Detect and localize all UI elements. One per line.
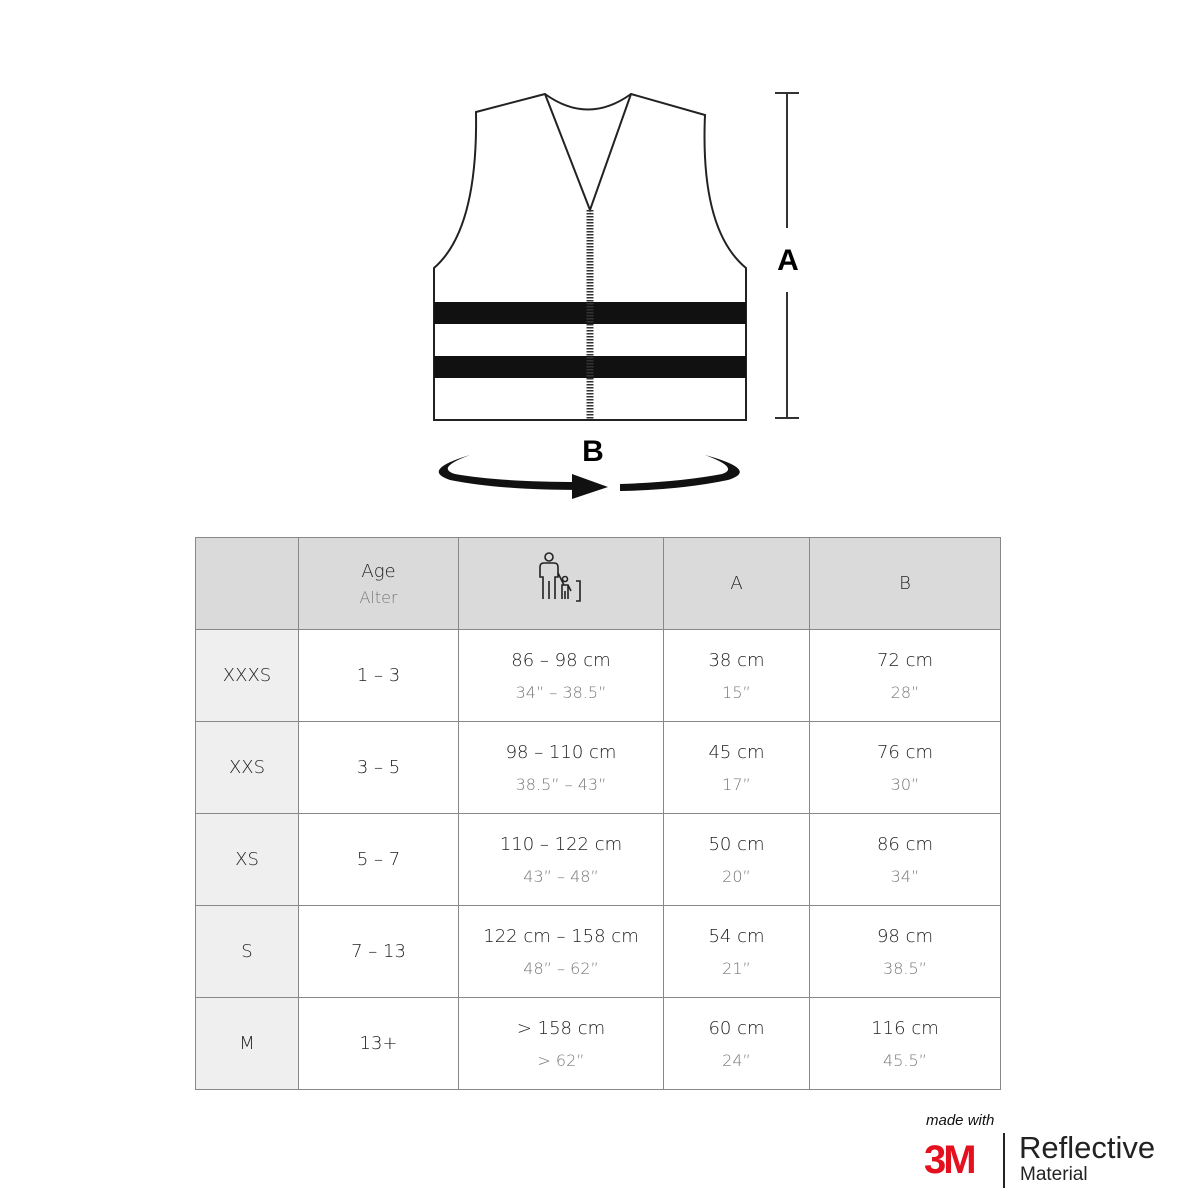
parent-child-height-icon bbox=[539, 552, 581, 602]
height-inches: 48” – 62” bbox=[523, 958, 599, 978]
a-cell: 60 cm 24” bbox=[663, 997, 810, 1090]
header-a: A bbox=[663, 537, 810, 630]
a-cm: 50 cm bbox=[708, 833, 765, 855]
header-height bbox=[458, 537, 664, 630]
a-cm: 45 cm bbox=[708, 741, 765, 763]
3m-brand-mark: 3M bbox=[924, 1138, 977, 1182]
age-cell: 5 – 7 bbox=[298, 813, 459, 906]
size-cell: XXS bbox=[195, 721, 299, 814]
size-cell: M bbox=[195, 997, 299, 1090]
height-cell: 86 – 98 cm 34” – 38.5” bbox=[458, 629, 664, 722]
header-age-sub: Alter bbox=[359, 587, 398, 607]
a-cm: 38 cm bbox=[708, 649, 765, 671]
a-inches: 17” bbox=[722, 774, 751, 794]
a-cell: 45 cm 17” bbox=[663, 721, 810, 814]
size-table: Age Alter A B XXXS 1 – 3 86 – 98 cm 34” – 38… bbox=[195, 537, 1001, 1090]
a-cell: 38 cm 15” bbox=[663, 629, 810, 722]
material-text: Material bbox=[1020, 1164, 1088, 1185]
height-inches: 34” – 38.5” bbox=[515, 682, 607, 702]
3m-reflective-logo: made with 3M Reflective Material bbox=[920, 1108, 1180, 1193]
b-cm: 76 cm bbox=[876, 741, 934, 763]
height-cell: 110 – 122 cm 43” – 48” bbox=[458, 813, 664, 906]
height-inches: > 62” bbox=[537, 1050, 585, 1070]
b-cell: 116 cm 45.5” bbox=[809, 997, 1001, 1090]
header-age-label: Age bbox=[361, 560, 396, 582]
circumference-arrow-icon bbox=[438, 455, 740, 499]
height-cm: 86 – 98 cm bbox=[511, 649, 611, 671]
b-cm: 98 cm bbox=[876, 925, 934, 947]
dimension-a-line bbox=[775, 92, 799, 419]
a-cm: 54 cm bbox=[708, 925, 765, 947]
b-cell: 76 cm 30” bbox=[809, 721, 1001, 814]
a-inches: 21” bbox=[722, 958, 751, 978]
table-row: M 13+ > 158 cm > 62” 60 cm 24” 116 cm 45.5” bbox=[195, 997, 1001, 1090]
height-inches: 43” – 48” bbox=[523, 866, 599, 886]
vest-diagram: A B bbox=[433, 92, 799, 499]
size-cell: S bbox=[195, 905, 299, 998]
b-cell: 98 cm 38.5” bbox=[809, 905, 1001, 998]
header-size bbox=[195, 537, 299, 630]
table-header-row: Age Alter A B bbox=[195, 537, 1001, 630]
b-cm: 116 cm bbox=[871, 1017, 939, 1039]
b-inches: 45.5” bbox=[883, 1050, 927, 1070]
b-inches: 30” bbox=[890, 774, 920, 794]
header-age: Age Alter bbox=[298, 537, 459, 630]
logo-divider bbox=[1003, 1133, 1005, 1188]
a-cell: 54 cm 21” bbox=[663, 905, 810, 998]
made-with-text: made with bbox=[926, 1112, 995, 1129]
dimension-a-label: A bbox=[777, 244, 799, 277]
table-row: XXXS 1 – 3 86 – 98 cm 34” – 38.5” 38 cm 15” 72… bbox=[195, 629, 1001, 722]
header-b: B bbox=[809, 537, 1001, 630]
b-inches: 38.5” bbox=[883, 958, 927, 978]
height-cm: 110 – 122 cm bbox=[499, 833, 623, 855]
a-inches: 20” bbox=[722, 866, 751, 886]
a-cell: 50 cm 20” bbox=[663, 813, 810, 906]
age-cell: 7 – 13 bbox=[298, 905, 459, 998]
b-cell: 72 cm 28” bbox=[809, 629, 1001, 722]
b-inches: 34” bbox=[890, 866, 920, 886]
age-cell: 3 – 5 bbox=[298, 721, 459, 814]
height-cell: 122 cm – 158 cm 48” – 62” bbox=[458, 905, 664, 998]
size-cell: XXXS bbox=[195, 629, 299, 722]
height-cm: 122 cm – 158 cm bbox=[483, 925, 639, 947]
height-cm: > 158 cm bbox=[516, 1017, 606, 1039]
height-cell: > 158 cm > 62” bbox=[458, 997, 664, 1090]
a-inches: 15” bbox=[722, 682, 751, 702]
age-cell: 1 – 3 bbox=[298, 629, 459, 722]
b-cell: 86 cm 34” bbox=[809, 813, 1001, 906]
a-inches: 24” bbox=[722, 1050, 751, 1070]
a-cm: 60 cm bbox=[708, 1017, 765, 1039]
reflective-text: Reflective bbox=[1019, 1130, 1156, 1165]
table-row: XS 5 – 7 110 – 122 cm 43” – 48” 50 cm 20” 86 c… bbox=[195, 813, 1001, 906]
dimension-b-label: B bbox=[582, 435, 604, 468]
height-cell: 98 – 110 cm 38.5” – 43” bbox=[458, 721, 664, 814]
b-inches: 28” bbox=[890, 682, 920, 702]
b-cm: 86 cm bbox=[876, 833, 934, 855]
height-cm: 98 – 110 cm bbox=[505, 741, 617, 763]
size-cell: XS bbox=[195, 813, 299, 906]
height-inches: 38.5” – 43” bbox=[515, 774, 607, 794]
age-cell: 13+ bbox=[298, 997, 459, 1090]
table-row: XXS 3 – 5 98 – 110 cm 38.5” – 43” 45 cm 17” 76… bbox=[195, 721, 1001, 814]
b-cm: 72 cm bbox=[876, 649, 934, 671]
